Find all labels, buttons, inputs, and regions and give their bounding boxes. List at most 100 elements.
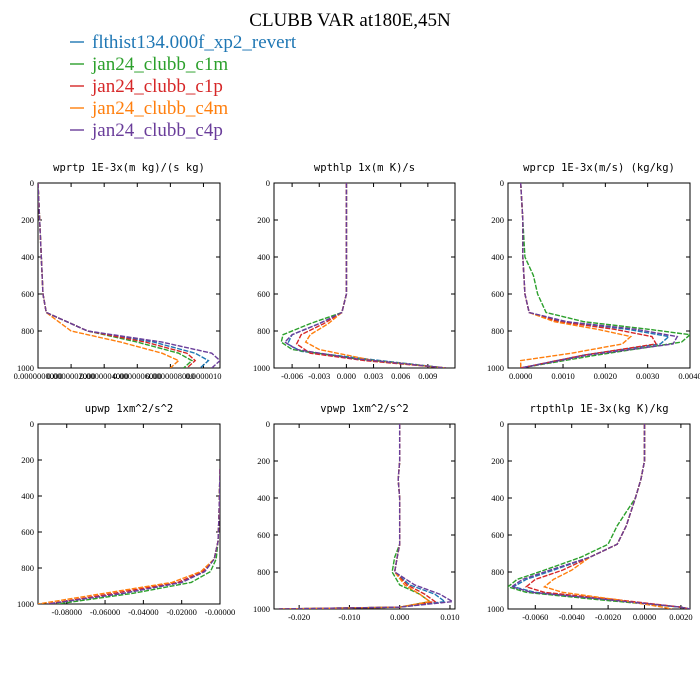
series-line xyxy=(47,468,220,604)
y-tick-label: 600 xyxy=(21,527,34,537)
x-tick-label: -0.0060 xyxy=(522,612,548,622)
legend-item: jan24_clubb_c1m xyxy=(91,54,228,75)
plot-frame xyxy=(37,423,221,605)
y-tick-label: 800 xyxy=(21,326,34,336)
x-tick-label: 0.0020 xyxy=(669,612,692,622)
series-line xyxy=(304,183,447,368)
x-tick-label: -0.0020 xyxy=(595,612,621,622)
panel-title: rtpthlp 1E-3x(kg K)/kg xyxy=(529,403,668,415)
x-tick-label: 0.0000 xyxy=(633,612,656,622)
series-line xyxy=(279,424,432,609)
chart-panel: upwp 1xm^2/s^202004006008001000-0.08000-… xyxy=(17,403,235,617)
series-line xyxy=(47,468,220,604)
x-tick-label: 0.000 xyxy=(390,612,409,622)
panel-title: upwp 1xm^2/s^2 xyxy=(85,403,174,415)
y-tick-label: 600 xyxy=(257,530,270,540)
y-tick-label: 0 xyxy=(500,178,504,188)
series-line xyxy=(524,424,690,609)
plot-frame xyxy=(273,423,456,610)
plot-frame xyxy=(507,182,691,369)
y-tick-label: 800 xyxy=(491,326,504,336)
series-line xyxy=(520,183,658,368)
y-tick-label: 800 xyxy=(257,567,270,577)
x-tick-label: -0.006 xyxy=(281,371,303,381)
plot-frame xyxy=(37,182,221,369)
chart-panel: vpwp 1xm^2/s^2 0 200 400 600 800 1000 -0.020 -0.… xyxy=(253,403,460,622)
y-tick-label: 400 xyxy=(257,252,270,262)
x-tick-label: 0.0010 xyxy=(551,371,574,381)
y-tick-label: 1000 xyxy=(253,604,270,614)
legend-item: flthist134.000f_xp2_revert xyxy=(92,32,297,53)
x-tick-label: -0.003 xyxy=(308,371,330,381)
y-tick-label: 1000 xyxy=(487,604,504,614)
y-tick-label: 0 xyxy=(30,419,34,429)
x-tick-label: -0.04000 xyxy=(128,607,158,617)
panel-title: wprcp 1E-3x(m/s) (kg/kg) xyxy=(523,162,675,174)
legend: flthist134.000f_xp2_revertjan24_clubb_c1… xyxy=(70,32,297,141)
x-tick-label: -0.02000 xyxy=(166,607,196,617)
x-tick-label: 0.0030 xyxy=(636,371,659,381)
y-tick-label: 0 xyxy=(30,178,34,188)
x-tick-label: 0.0000008000 xyxy=(146,371,195,381)
y-tick-label: 600 xyxy=(491,530,504,540)
series-line xyxy=(279,424,432,609)
legend-item: jan24_clubb_c4p xyxy=(91,120,223,141)
series-line xyxy=(279,424,455,609)
x-tick-label: -0.020 xyxy=(288,612,310,622)
y-tick-label: 0 xyxy=(266,178,270,188)
panels: wprtp 1E-3x(m kg)/(s kg) 0 200 400 600 800 100… xyxy=(14,162,700,622)
chart-panel: wprcp 1E-3x(m/s) (kg/kg) 0 200 400 600 800 100… xyxy=(487,162,700,381)
series-line xyxy=(520,183,633,368)
series-line xyxy=(38,183,220,368)
y-tick-label: 600 xyxy=(21,289,34,299)
y-tick-label: 1000 xyxy=(487,363,504,373)
series-line xyxy=(279,424,447,609)
chart-panel: wpthlp 1x(m K)/s 0 200 400 600 800 1000 -0.006-… xyxy=(253,162,456,381)
x-tick-label: -0.00000 xyxy=(205,607,235,617)
x-tick-label: 0.000 xyxy=(337,371,356,381)
legend-item: jan24_clubb_c4m xyxy=(91,98,228,119)
y-tick-label: 200 xyxy=(21,455,34,465)
y-tick-label: 400 xyxy=(257,493,270,503)
y-tick-label: 0 xyxy=(266,419,270,429)
x-tick-label: 0.0000002000 xyxy=(47,371,96,381)
y-tick-label: 600 xyxy=(491,289,504,299)
x-tick-label: -0.08000 xyxy=(52,607,82,617)
x-tick-label: -0.06000 xyxy=(90,607,120,617)
x-tick-label: 0.0000 xyxy=(509,371,532,381)
series-line xyxy=(57,468,220,604)
y-tick-label: 800 xyxy=(21,563,34,573)
series-line xyxy=(508,424,690,609)
y-tick-label: 1000 xyxy=(17,363,34,373)
plot-frame xyxy=(273,182,456,369)
series-line xyxy=(509,424,690,609)
x-tick-label: 0.0000000000 xyxy=(14,371,63,381)
series-line xyxy=(280,183,447,368)
y-tick-label: 800 xyxy=(491,567,504,577)
series-line xyxy=(286,183,447,368)
x-tick-label: 0.0040 xyxy=(678,371,700,381)
series-line xyxy=(47,468,220,604)
legend-item: jan24_clubb_c1p xyxy=(91,76,223,97)
y-tick-label: 0 xyxy=(500,419,504,429)
series-line xyxy=(295,183,447,368)
panel-title: wpthlp 1x(m K)/s xyxy=(314,162,415,174)
series-line xyxy=(520,183,671,368)
series-line xyxy=(283,183,447,368)
panel-title: vpwp 1xm^2/s^2 xyxy=(320,403,409,415)
figure-title: CLUBB VAR at180E,45N xyxy=(249,10,451,31)
y-tick-label: 400 xyxy=(491,252,504,262)
y-tick-label: 1000 xyxy=(253,363,270,373)
x-tick-label: 0.0000010 xyxy=(185,371,221,381)
x-tick-label: 0.006 xyxy=(391,371,410,381)
y-tick-label: 200 xyxy=(21,215,34,225)
y-tick-label: 200 xyxy=(257,456,270,466)
y-tick-label: 400 xyxy=(491,493,504,503)
y-tick-label: 800 xyxy=(257,326,270,336)
series-line xyxy=(520,183,679,368)
series-line xyxy=(511,424,690,609)
y-tick-label: 600 xyxy=(257,289,270,299)
x-tick-label: -0.010 xyxy=(338,612,360,622)
plot-frame xyxy=(507,423,691,610)
